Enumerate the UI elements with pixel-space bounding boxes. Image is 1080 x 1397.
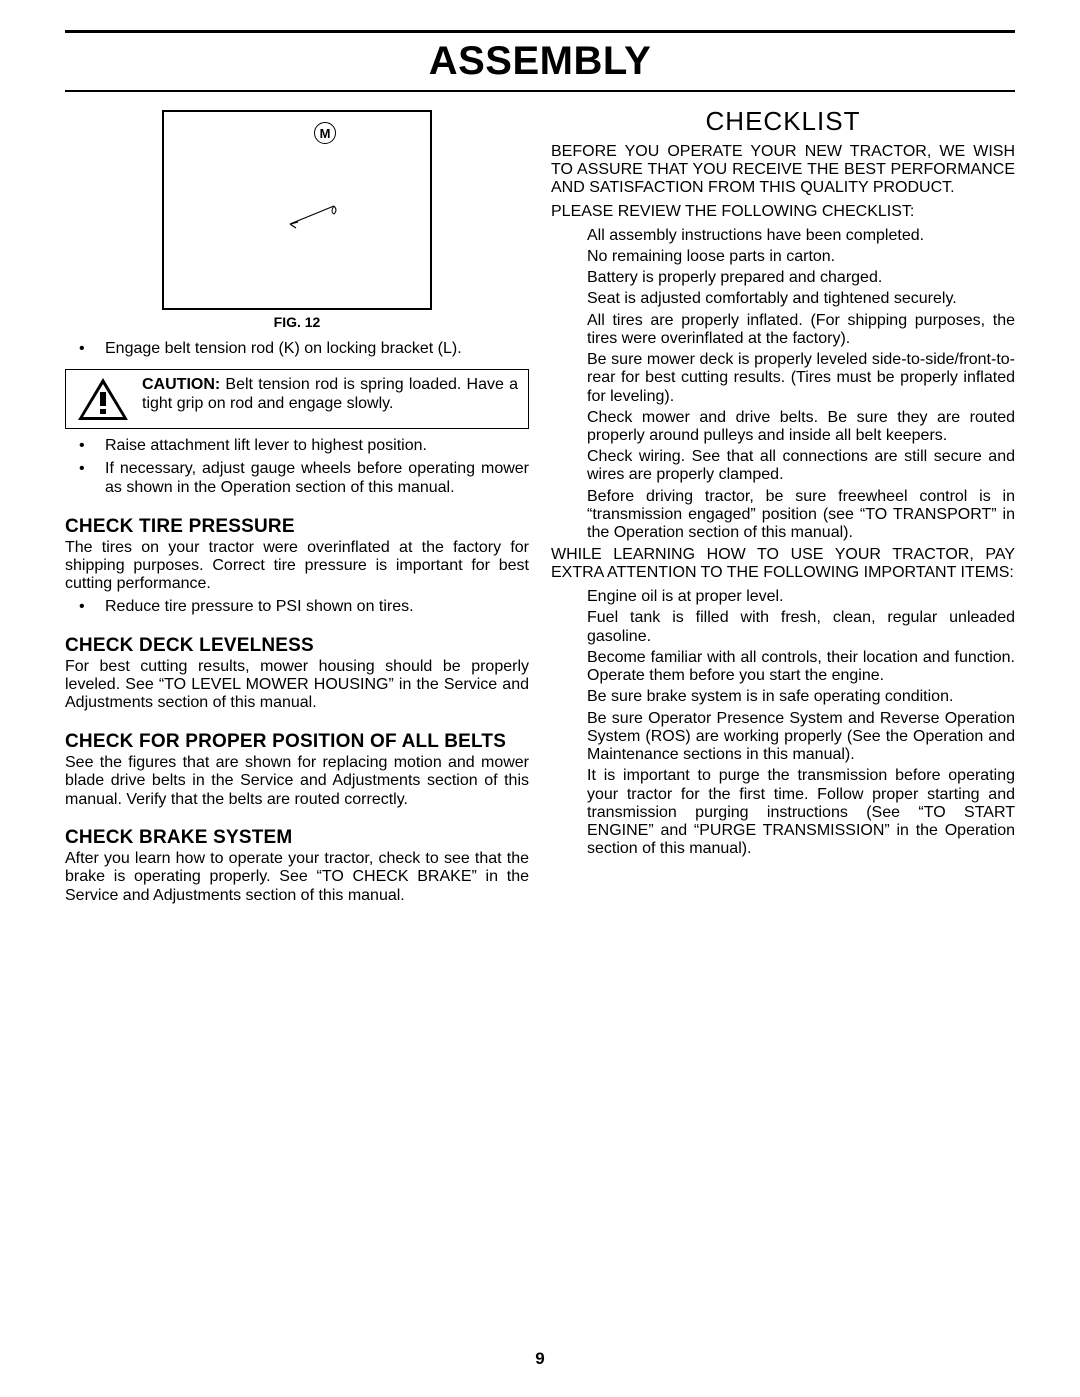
content-columns: M FIG. 12 Engage belt tension rod (K) on… xyxy=(65,106,1015,905)
section-heading: CHECK BRAKE SYSTEM xyxy=(65,827,529,849)
checklist-intro: BEFORE YOU OPERATE YOUR NEW TRACTOR, WE … xyxy=(551,143,1015,197)
section-heading: CHECK DECK LEVELNESS xyxy=(65,635,529,657)
figure-arrow-icon xyxy=(284,202,344,232)
title-underline xyxy=(65,90,1015,92)
checklist-title: CHECKLIST xyxy=(551,106,1015,137)
list-item: Engage belt tension rod (K) on locking b… xyxy=(105,340,529,359)
section-heading: CHECK TIRE PRESSURE xyxy=(65,516,529,538)
caution-box: CAUTION: Belt tension rod is spring load… xyxy=(65,369,529,429)
list-item: It is important to purge the transmissio… xyxy=(587,767,1015,858)
list-item: Check mower and drive belts. Be sure the… xyxy=(587,409,1015,445)
figure-marker: M xyxy=(314,122,336,144)
section-body: After you learn how to operate your trac… xyxy=(65,850,529,905)
list-item: Be sure Operator Presence System and Rev… xyxy=(587,710,1015,765)
list-item: Before driving tractor, be sure freewhee… xyxy=(587,488,1015,543)
checklist-items-2: Engine oil is at proper level. Fuel tank… xyxy=(551,588,1015,858)
post-caution-bullets: Raise attachment lift lever to highest p… xyxy=(65,437,529,498)
list-item: Battery is properly prepared and charged… xyxy=(587,269,1015,287)
section-body: See the figures that are shown for repla… xyxy=(65,754,529,809)
list-item: All tires are properly inflated. (For sh… xyxy=(587,312,1015,348)
right-column: CHECKLIST BEFORE YOU OPERATE YOUR NEW TR… xyxy=(551,106,1015,905)
left-column: M FIG. 12 Engage belt tension rod (K) on… xyxy=(65,106,529,905)
caution-label: CAUTION: xyxy=(142,376,220,393)
list-item: Raise attachment lift lever to highest p… xyxy=(105,437,529,456)
section-heading: CHECK FOR PROPER POSITION OF ALL BELTS xyxy=(65,731,529,753)
checklist-items-1: All assembly instructions have been comp… xyxy=(551,227,1015,543)
list-item: Become familiar with all controls, their… xyxy=(587,649,1015,685)
list-item: Be sure brake system is in safe operatin… xyxy=(587,688,1015,706)
section-body: For best cutting results, mower housing … xyxy=(65,658,529,713)
list-item: Fuel tank is filled with fresh, clean, r… xyxy=(587,609,1015,645)
warning-icon xyxy=(76,376,130,422)
figure-box: M xyxy=(162,110,432,310)
list-item: Reduce tire pressure to PSI shown on tir… xyxy=(105,598,529,617)
page-title: ASSEMBLY xyxy=(65,37,1015,90)
caution-text: CAUTION: Belt tension rod is spring load… xyxy=(142,376,518,414)
list-item: Engine oil is at proper level. xyxy=(587,588,1015,606)
list-item: All assembly instructions have been comp… xyxy=(587,227,1015,245)
pre-caution-bullets: Engage belt tension rod (K) on locking b… xyxy=(65,340,529,359)
list-item: Check wiring. See that all connections a… xyxy=(587,448,1015,484)
list-item: If necessary, adjust gauge wheels before… xyxy=(105,460,529,498)
checklist-subintro: PLEASE REVIEW THE FOLLOWING CHECKLIST: xyxy=(551,203,1015,221)
list-item: Be sure mower deck is properly leveled s… xyxy=(587,351,1015,406)
section-bullets: Reduce tire pressure to PSI shown on tir… xyxy=(65,598,529,617)
list-item: Seat is adjusted comfortably and tighten… xyxy=(587,290,1015,308)
list-item: No remaining loose parts in carton. xyxy=(587,248,1015,266)
checklist-intro-2: WHILE LEARNING HOW TO USE YOUR TRACTOR, … xyxy=(551,546,1015,582)
figure-caption: FIG. 12 xyxy=(65,314,529,330)
page-number: 9 xyxy=(0,1349,1080,1369)
section-body: The tires on your tractor were overinfla… xyxy=(65,539,529,594)
top-rule xyxy=(65,30,1015,33)
